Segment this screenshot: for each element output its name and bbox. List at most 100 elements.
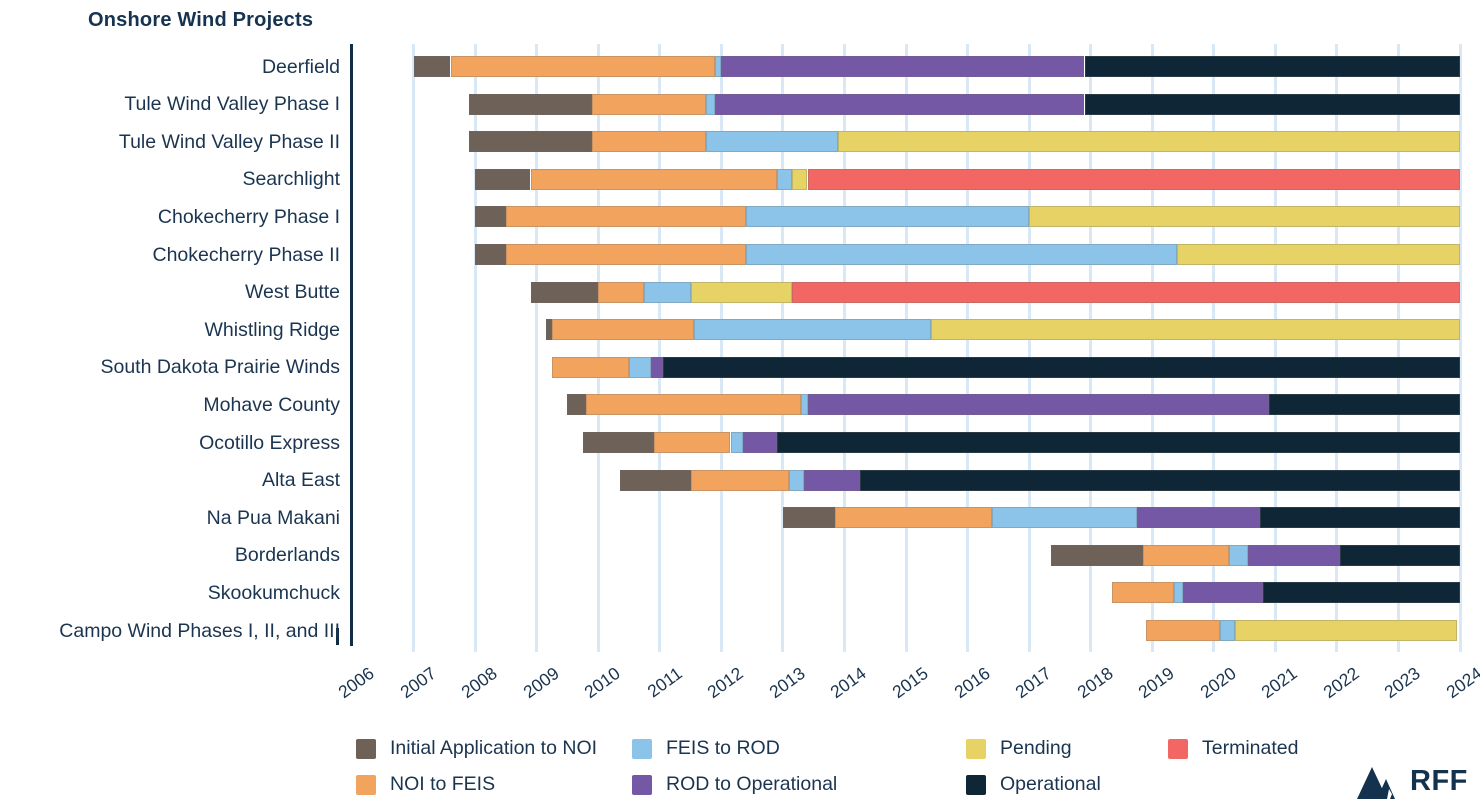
operational-swatch-icon bbox=[966, 774, 986, 795]
pending-swatch-icon bbox=[966, 738, 986, 759]
bar-segment-noi_feis bbox=[598, 281, 645, 303]
bar-segment-initial bbox=[475, 244, 506, 265]
bar-segment-initial bbox=[469, 93, 593, 115]
bar-segment-noi_feis bbox=[585, 394, 802, 416]
legend-item-initial: Initial Application to NOI bbox=[356, 737, 597, 760]
feis_rod-swatch-icon bbox=[632, 738, 652, 759]
bar-segment-initial bbox=[545, 319, 553, 341]
bar-segment-rod_op bbox=[721, 56, 1085, 77]
project-label: Whistling Ridge bbox=[204, 318, 340, 341]
bar-segment-initial bbox=[413, 56, 451, 77]
legend-label: Initial Application to NOI bbox=[390, 737, 598, 759]
noi_feis-swatch-icon bbox=[356, 774, 376, 795]
year-gridline bbox=[842, 44, 846, 652]
bar-segment-terminated bbox=[807, 168, 1460, 190]
bar-segment-initial bbox=[1050, 544, 1143, 566]
bar-segment-feis_rod bbox=[801, 394, 808, 416]
bar-segment-pending bbox=[1235, 620, 1457, 641]
project-label: Borderlands bbox=[234, 544, 340, 567]
bar-row bbox=[0, 56, 1480, 77]
bar-segment-noi_feis bbox=[690, 469, 790, 491]
legend-label: Terminated bbox=[1202, 737, 1299, 759]
bar-segment-operational bbox=[662, 356, 1460, 378]
project-label: Chokecherry Phase I bbox=[157, 205, 340, 228]
bar-row bbox=[0, 93, 1480, 115]
bar-segment-pending bbox=[930, 319, 1460, 341]
bar-segment-operational bbox=[1084, 93, 1460, 115]
bar-segment-noi_feis bbox=[552, 356, 629, 378]
bar-segment-feis_rod bbox=[746, 206, 1030, 228]
bar-segment-noi_feis bbox=[592, 131, 706, 153]
bar-segment-feis_rod bbox=[644, 281, 691, 303]
bar-segment-rod_op bbox=[804, 469, 860, 491]
bar-segment-noi_feis bbox=[505, 244, 746, 265]
bar-segment-initial bbox=[567, 394, 586, 416]
year-gridline bbox=[1396, 44, 1400, 652]
year-gridline bbox=[781, 44, 785, 652]
bar-segment-initial bbox=[619, 469, 691, 491]
legend-label: Pending bbox=[1000, 737, 1072, 759]
bar-row bbox=[0, 168, 1480, 190]
year-gridline bbox=[1335, 44, 1339, 652]
bar-row bbox=[0, 582, 1480, 604]
legend-item-rod_op: ROD to Operational bbox=[632, 773, 837, 796]
year-gridline bbox=[473, 44, 477, 652]
bar-segment-rod_op bbox=[807, 394, 1270, 416]
terminated-swatch-icon bbox=[1168, 738, 1188, 759]
bar-segment-feis_rod bbox=[1219, 620, 1236, 641]
project-label: Skookumchuck bbox=[207, 581, 340, 604]
bar-segment-operational bbox=[1259, 507, 1460, 529]
legend-item-pending: Pending bbox=[966, 737, 1072, 760]
year-gridline bbox=[412, 44, 416, 652]
project-label: Campo Wind Phases I, II, and III bbox=[59, 619, 340, 642]
year-gridline bbox=[904, 44, 908, 652]
bar-segment-initial bbox=[530, 281, 599, 303]
year-gridline bbox=[1212, 44, 1216, 652]
bar-segment-feis_rod bbox=[730, 432, 743, 453]
bar-row bbox=[0, 432, 1480, 453]
bar-segment-feis_rod bbox=[693, 319, 931, 341]
bar-segment-initial bbox=[582, 432, 654, 453]
bar-segment-noi_feis bbox=[653, 432, 731, 453]
year-gridline bbox=[966, 44, 970, 652]
bar-row bbox=[0, 620, 1480, 641]
bar-segment-pending bbox=[792, 168, 808, 190]
year-gridline bbox=[1458, 44, 1462, 652]
project-label: Alta East bbox=[261, 469, 340, 492]
bar-segment-feis_rod bbox=[789, 469, 805, 491]
year-gridline bbox=[535, 44, 539, 652]
year-gridline bbox=[1027, 44, 1031, 652]
project-label: Tule Wind Valley Phase II bbox=[118, 130, 340, 153]
bar-segment-pending bbox=[1029, 206, 1460, 228]
bar-segment-noi_feis bbox=[450, 56, 716, 77]
project-label: Ocotillo Express bbox=[199, 431, 340, 454]
bar-segment-operational bbox=[859, 469, 1460, 491]
legend-item-terminated: Terminated bbox=[1168, 737, 1298, 760]
legend-item-noi_feis: NOI to FEIS bbox=[356, 773, 495, 796]
bar-segment-pending bbox=[1176, 244, 1460, 265]
bar-segment-initial bbox=[469, 131, 593, 153]
bar-row bbox=[0, 206, 1480, 228]
bar-segment-initial bbox=[475, 168, 531, 190]
project-label: Chokecherry Phase II bbox=[152, 243, 340, 266]
project-label: Searchlight bbox=[242, 168, 340, 191]
bar-segment-noi_feis bbox=[592, 93, 706, 115]
bar-segment-feis_rod bbox=[705, 93, 716, 115]
bar-segment-noi_feis bbox=[505, 206, 746, 228]
project-label: Mohave County bbox=[203, 393, 340, 416]
axis-tick-2006 bbox=[336, 628, 339, 645]
project-label: West Butte bbox=[244, 281, 340, 304]
bar-segment-rod_op bbox=[715, 93, 1085, 115]
bar-segment-feis_rod bbox=[776, 168, 793, 190]
bar-row bbox=[0, 319, 1480, 341]
bar-segment-noi_feis bbox=[1146, 620, 1220, 641]
bar-row bbox=[0, 544, 1480, 566]
legend-label: Operational bbox=[1000, 773, 1101, 795]
bar-segment-feis_rod bbox=[1229, 544, 1248, 566]
year-gridline bbox=[1273, 44, 1277, 652]
year-gridline bbox=[658, 44, 662, 652]
y-axis-line bbox=[350, 44, 353, 646]
bar-segment-rod_op bbox=[1136, 507, 1260, 529]
legend-label: ROD to Operational bbox=[666, 773, 838, 795]
